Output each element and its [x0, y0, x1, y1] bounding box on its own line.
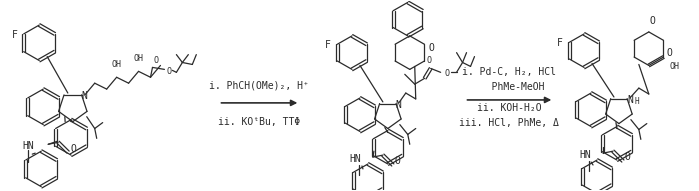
Text: O: O	[154, 56, 159, 65]
Text: O: O	[426, 56, 431, 65]
Text: H: H	[635, 97, 640, 106]
Text: i. PhCH(OMe)₂, H⁺: i. PhCH(OMe)₂, H⁺	[210, 80, 309, 90]
Text: ii. KOᵗBu, TTΦ: ii. KOᵗBu, TTΦ	[218, 117, 301, 127]
Text: O: O	[428, 43, 435, 53]
Text: F: F	[325, 40, 331, 50]
Text: HN: HN	[350, 154, 361, 164]
Text: ii. KOH-H₂O: ii. KOH-H₂O	[477, 103, 542, 113]
Text: O: O	[166, 67, 171, 76]
Text: O: O	[650, 16, 656, 26]
Text: F: F	[557, 38, 563, 48]
Text: O: O	[395, 156, 401, 166]
Text: O: O	[445, 69, 449, 78]
Text: OH: OH	[670, 62, 679, 71]
Text: iii. HCl, PhMe, Δ: iii. HCl, PhMe, Δ	[459, 118, 559, 128]
Text: O: O	[625, 152, 630, 162]
Text: OH: OH	[134, 54, 143, 63]
Text: O: O	[70, 144, 76, 154]
Text: N: N	[82, 91, 87, 101]
Text: N: N	[396, 100, 402, 110]
Text: OH: OH	[112, 60, 122, 69]
Text: N: N	[627, 95, 633, 105]
Text: HN: HN	[22, 141, 34, 151]
Text: PhMe-MeOH: PhMe-MeOH	[474, 82, 545, 92]
Text: HN: HN	[579, 150, 591, 160]
Text: i. Pd-C, H₂, HCl: i. Pd-C, H₂, HCl	[462, 67, 556, 77]
Text: F: F	[11, 30, 17, 40]
Text: O: O	[667, 48, 672, 58]
